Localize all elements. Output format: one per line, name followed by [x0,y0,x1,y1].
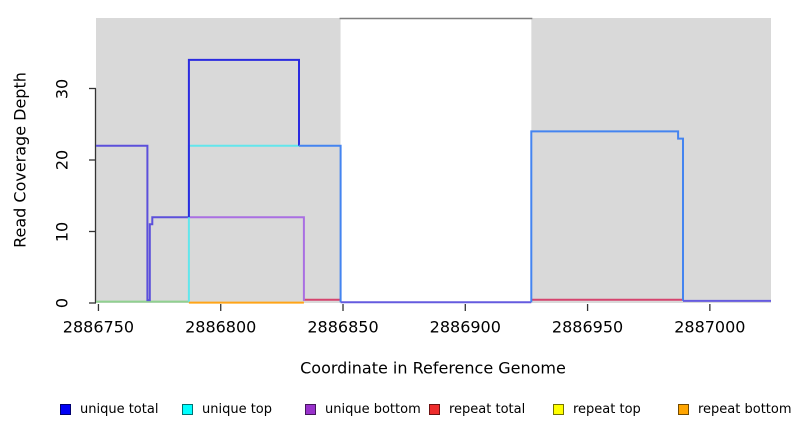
x-tick-label-2886900: 2886900 [429,317,501,337]
y-tick-label-10: 10 [52,221,72,242]
x-tick-label-2886800: 2886800 [185,317,257,337]
x-tick-label-2887000: 2887000 [674,317,746,337]
x-tick-label-2886750: 2886750 [62,317,135,337]
series-unique-bottom [188,216,305,301]
series-total-top-overlap-left [299,144,342,303]
legend-item-repeat-top: repeat top [553,400,641,418]
y-tick-label-30: 30 [52,78,72,99]
legend-label: unique total [80,401,159,417]
legend-label: repeat total [449,401,526,417]
legend-label: repeat top [573,401,641,417]
legend-item-repeat-total: repeat total [429,400,525,418]
legend-item-unique-total: unique total [60,400,158,418]
series-total-top-overlap-right [530,130,684,303]
x-tick-label-2886950: 2886950 [551,317,624,337]
x-tick-label-2886850: 2886850 [307,317,379,337]
x-axis-label: Coordinate in Reference Genome [300,358,566,378]
legend-swatch-unique-bottom-icon [305,403,316,415]
legend-label: unique top [202,401,273,417]
chart-legend: unique total unique top unique bottom repea… [0,400,792,422]
legend-swatch-repeat-total-icon [429,403,440,415]
y-axis-label: Read Coverage Depth [10,72,30,248]
legend-label: repeat bottom [698,401,792,417]
legend-swatch-repeat-top-icon [553,403,564,415]
series-unique-total-peak [187,58,300,218]
legend-swatch-repeat-bottom-icon [678,403,689,415]
y-tick-label-0: 0 [52,297,72,309]
legend-item-unique-bottom: unique bottom [305,400,421,418]
legend-label: unique bottom [325,401,421,417]
legend-item-repeat-bottom: repeat bottom [678,400,792,418]
y-tick-label-20: 20 [52,149,72,171]
legend-swatch-unique-top-icon [182,403,193,415]
series-unique-total-left [96,144,189,302]
legend-item-unique-top: unique top [182,400,272,418]
legend-swatch-unique-total-icon [60,403,71,415]
right-gray-region [531,18,771,303]
